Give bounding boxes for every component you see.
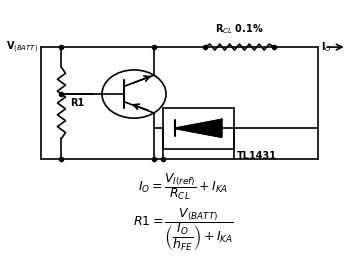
Text: R$_{CL}$ 0.1%: R$_{CL}$ 0.1%	[215, 22, 264, 36]
Text: $I_O = \dfrac{V_{I(ref)}}{R_{CL}} + I_{KA}$: $I_O = \dfrac{V_{I(ref)}}{R_{CL}} + I_{K…	[138, 171, 228, 202]
Text: $R1 = \dfrac{V_{(BATT)}}{\left(\dfrac{I_O}{h_{FE}}\right) + I_{KA}}$: $R1 = \dfrac{V_{(BATT)}}{\left(\dfrac{I_…	[132, 206, 233, 253]
Text: V$_{(BATT)}$: V$_{(BATT)}$	[6, 39, 38, 55]
Text: TL1431: TL1431	[237, 151, 277, 161]
Bar	[163, 108, 234, 149]
Polygon shape	[174, 119, 222, 137]
Text: R1: R1	[70, 98, 84, 108]
Text: I$_{O}$: I$_{O}$	[321, 40, 332, 54]
